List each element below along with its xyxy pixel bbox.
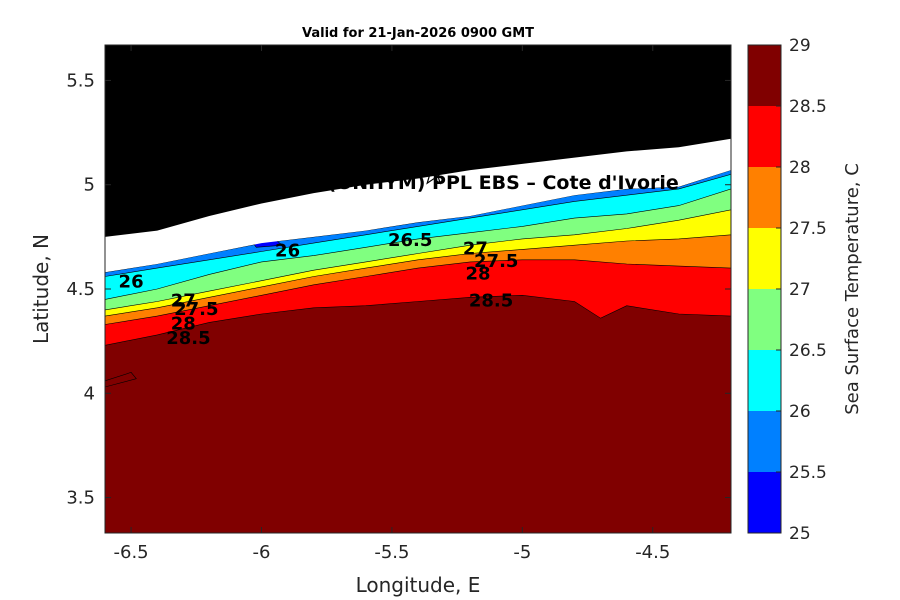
y-axis: 3.5 4 4.5 5 5.5 (66, 70, 731, 509)
contour-label-3: 27 (171, 291, 196, 312)
colorbar-tick-label: 28.5 (789, 97, 827, 117)
colorbar-tick-label: 28 (789, 158, 811, 178)
colorbar-label: Sea Surface Temperature, C (842, 163, 863, 415)
contour-label-6: 27.5 (474, 251, 518, 272)
y-tick-label: 5.5 (66, 70, 95, 91)
x-tick-label: -5.5 (374, 542, 409, 563)
x-axis-label: Longitude, E (356, 573, 481, 597)
colorbar-segment (748, 350, 781, 411)
site-annotation: …(ONHYM) PPL EBS – Cote d'Ivorie (308, 172, 678, 194)
colorbar-tick-label: 27.5 (789, 219, 827, 239)
contour-label-9: 28.5 (166, 328, 210, 349)
colorbar-segment (748, 472, 781, 533)
colorbar-segment (748, 228, 781, 289)
contour-label-0: 26 (119, 272, 144, 293)
colorbar-tick-label: 25.5 (789, 463, 827, 483)
land-mask (105, 45, 731, 237)
x-axis: -6.5 -6 -5.5 -5 -4.5 (114, 45, 670, 563)
x-tick-label: -6 (253, 542, 271, 563)
y-tick-label: 3.5 (66, 488, 95, 509)
contour-label-10: 28.5 (469, 291, 513, 312)
contour-label-4: 27 (463, 238, 488, 259)
chart-title: Valid for 21-Jan-2026 0900 GMT (302, 26, 534, 41)
contour-label-1: 26 (275, 240, 300, 261)
colorbar-segment (748, 45, 781, 106)
contour-label-5: 27.5 (174, 299, 218, 320)
nodata-strip (105, 138, 731, 273)
y-tick-label: 4.5 (66, 279, 95, 300)
colorbar-segment (748, 167, 781, 228)
colorbar-segment (748, 411, 781, 472)
colorbar-segment (748, 289, 781, 350)
y-tick-label: 4 (84, 383, 95, 404)
y-tick-label: 5 (84, 175, 95, 196)
colorbar-tick-label: 29 (789, 36, 811, 56)
x-tick-label: -4.5 (635, 542, 670, 563)
contour-label-8: 28 (465, 263, 490, 284)
colorbar-tick-label: 26 (789, 402, 811, 422)
x-tick-label: -5 (513, 542, 531, 563)
colorbar-tick-label: 27 (789, 280, 811, 300)
plot-area: …(ONHYM) PPL EBS – Cote d'Ivorie 26 26 26.5… (105, 45, 731, 533)
contour-label-7: 28 (171, 313, 196, 334)
colorbar: 25 25.5 26 26.5 27 27.5 28 28.5 29 (747, 36, 827, 544)
colorbar-segment (748, 106, 781, 167)
isotherm-patch-0 (105, 372, 137, 388)
x-tick-label: -6.5 (114, 542, 149, 563)
isotherm-band-28-5 (105, 294, 731, 533)
site-star-marker (421, 161, 446, 185)
colorbar-tick-label: 26.5 (789, 341, 827, 361)
colorbar-tick-label: 25 (789, 524, 811, 544)
y-axis-label: Latitude, N (29, 234, 53, 344)
contour-label-2: 26.5 (388, 230, 432, 251)
